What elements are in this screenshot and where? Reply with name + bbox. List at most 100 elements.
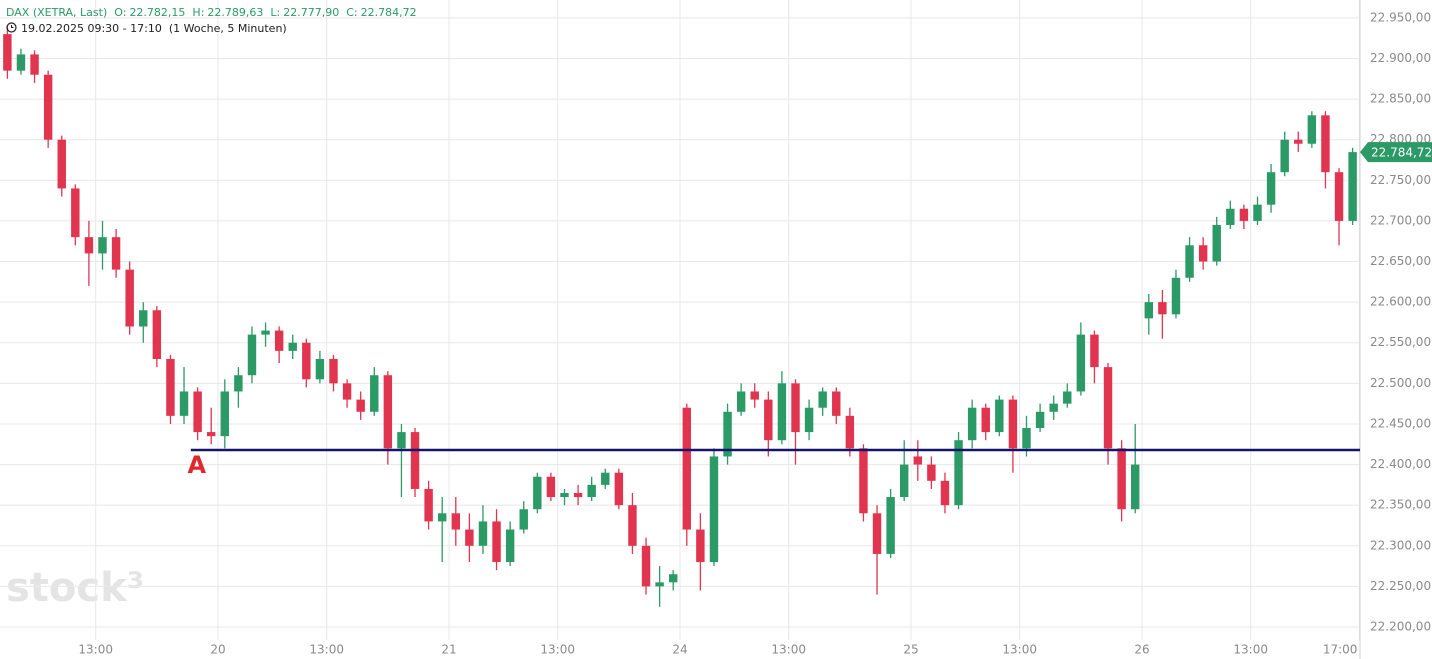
y-tick-label: 22.850,00 <box>1370 92 1431 106</box>
candle-body <box>1280 139 1289 173</box>
candle-body <box>30 54 39 75</box>
y-tick-label: 22.300,00 <box>1370 538 1431 552</box>
candle-body <box>1076 334 1086 392</box>
candle-body <box>193 391 202 433</box>
candle <box>370 367 379 416</box>
candle <box>1198 237 1208 270</box>
candle-body <box>1348 152 1357 221</box>
x-tick-label: 26 <box>1134 643 1149 657</box>
x-tick-label: 13:00 <box>309 643 344 657</box>
candle-body <box>1212 224 1221 262</box>
candle <box>43 70 53 148</box>
candle <box>872 505 882 595</box>
candle-body <box>111 237 121 270</box>
candle <box>451 497 461 546</box>
candle-body <box>546 476 556 498</box>
candle-body <box>628 505 637 546</box>
candle <box>601 468 610 489</box>
candle <box>234 367 243 408</box>
candle <box>709 448 719 567</box>
candle-body <box>777 383 787 441</box>
candle-body <box>1294 139 1303 144</box>
candle-body <box>302 342 311 380</box>
x-tick-label: 21 <box>441 643 456 657</box>
candle <box>519 501 528 534</box>
candle-body <box>451 513 461 530</box>
price-tag-label: 22.784,72 <box>1371 146 1432 160</box>
candle-body <box>1198 245 1208 262</box>
candle-body <box>1226 208 1235 225</box>
candle-body <box>342 383 352 400</box>
candle <box>1307 111 1317 148</box>
candle <box>84 220 94 286</box>
candle <box>940 472 950 514</box>
candle <box>1226 200 1235 230</box>
x-tick-label: 13:00 <box>1002 643 1037 657</box>
candle <box>995 395 1004 437</box>
candle <box>478 505 488 554</box>
candle <box>1348 147 1357 225</box>
candle-body <box>274 330 284 351</box>
clock-icon <box>6 22 17 33</box>
candle <box>1090 330 1099 384</box>
candle-body <box>3 34 12 71</box>
candle <box>682 403 692 546</box>
candle-body <box>709 456 719 563</box>
candle-body <box>560 492 569 498</box>
candle-body <box>505 529 515 563</box>
candle <box>1212 216 1221 266</box>
candle-body <box>1090 334 1099 368</box>
candle-body <box>1022 428 1031 449</box>
candle-body <box>1063 391 1072 404</box>
candle <box>927 456 936 489</box>
watermark: stock³ <box>6 565 144 611</box>
candle-body <box>927 464 936 481</box>
candle <box>424 480 433 530</box>
quote-key: L: <box>270 6 281 19</box>
candle-body <box>234 375 243 392</box>
candle-body <box>206 432 216 437</box>
candle <box>1008 395 1018 473</box>
candle <box>723 403 732 465</box>
candle <box>1334 168 1344 246</box>
candle <box>1171 269 1181 319</box>
candle-body <box>641 545 651 587</box>
candle <box>274 326 284 364</box>
y-tick-label: 22.350,00 <box>1370 498 1431 512</box>
range: 19.02.2025 09:30 - 17:10 <box>21 22 162 35</box>
candle-body <box>1334 172 1344 221</box>
candle <box>397 423 406 498</box>
y-tick-label: 22.200,00 <box>1370 620 1431 634</box>
quote-text: 22.782,15 <box>129 6 186 19</box>
candle-body <box>696 529 705 563</box>
candle <box>302 338 311 388</box>
candle <box>71 184 80 246</box>
candle <box>1185 237 1194 282</box>
candle-body <box>655 582 664 587</box>
candle-body <box>519 509 528 530</box>
candle-body <box>57 139 66 189</box>
price-tag <box>1360 142 1432 163</box>
quote-key: C: <box>346 6 358 19</box>
candle <box>1239 204 1249 230</box>
candle-body <box>1008 399 1018 449</box>
range-line: 19.02.2025 09:30 - 17:10 (1 Woche, 5 Minu… <box>6 21 431 37</box>
support-label: A <box>188 451 207 479</box>
header: DAX (XETRA, Last) O: 22.782,15 H: 22.789,63 L… <box>6 5 431 37</box>
candle <box>166 354 175 424</box>
candle <box>913 440 923 481</box>
candle <box>139 302 148 343</box>
y-tick-label: 22.750,00 <box>1370 173 1431 187</box>
candle <box>1253 196 1262 225</box>
candle-body <box>1103 367 1113 449</box>
quote-key: O: <box>114 6 127 19</box>
candle-body <box>437 513 447 522</box>
candle <box>573 484 583 506</box>
candle-body <box>410 432 420 489</box>
candle-body <box>804 407 814 433</box>
candle-body <box>1253 204 1262 221</box>
candle-body <box>899 464 909 498</box>
candle <box>832 387 841 424</box>
candle <box>356 391 365 420</box>
candle <box>465 513 474 563</box>
